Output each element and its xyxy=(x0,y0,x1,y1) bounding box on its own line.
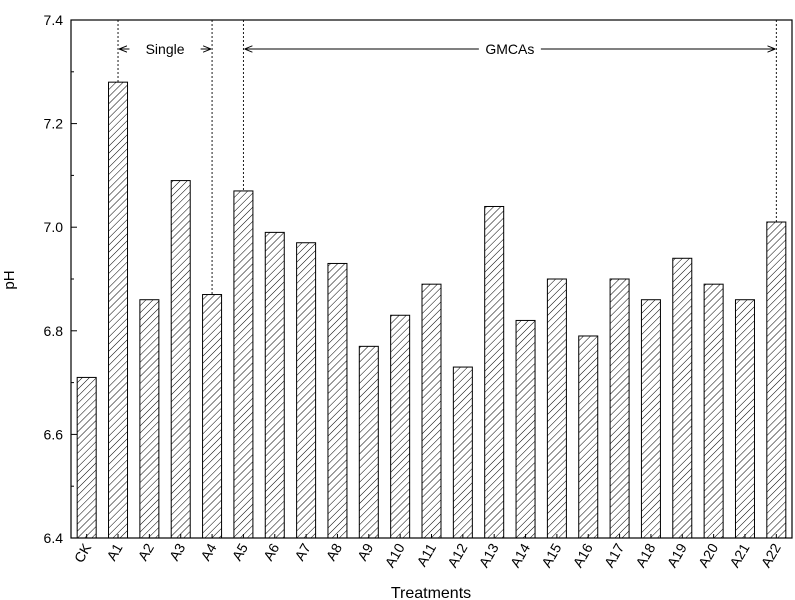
bar-a5 xyxy=(233,190,254,539)
x-tick-label: A12 xyxy=(444,540,470,570)
x-tick-label: A11 xyxy=(413,540,439,569)
bar-a18 xyxy=(640,299,661,539)
bar-a2 xyxy=(139,299,160,539)
bar-a11 xyxy=(421,283,442,539)
y-tick-label: 7.0 xyxy=(44,219,64,235)
x-tick-label: A1 xyxy=(103,540,126,563)
x-tick-label: A15 xyxy=(538,540,564,570)
x-tick-label: A7 xyxy=(291,540,314,563)
y-tick-label: 6.6 xyxy=(44,426,64,442)
y-tick-label: 6.4 xyxy=(44,530,64,546)
x-tick-label: A3 xyxy=(166,540,189,563)
bar-ck xyxy=(76,376,97,539)
bar-a3 xyxy=(170,180,191,539)
bar-a20 xyxy=(703,283,724,539)
x-tick-label: A16 xyxy=(570,540,596,570)
bar-a1 xyxy=(108,81,129,539)
bar-a9 xyxy=(358,345,379,539)
y-tick-label: 7.4 xyxy=(44,12,64,28)
annotation-label: GMCAs xyxy=(485,41,534,57)
x-tick-label: A18 xyxy=(632,540,658,570)
bar-a14 xyxy=(515,319,536,539)
bar-a19 xyxy=(672,257,693,539)
bar-a21 xyxy=(734,299,755,539)
x-tick-label: A5 xyxy=(229,540,252,563)
x-tick-label: A22 xyxy=(758,540,784,570)
x-tick-label: A21 xyxy=(726,540,752,570)
x-tick-label: A19 xyxy=(664,540,690,570)
x-tick-label: A13 xyxy=(475,540,501,570)
bar-a8 xyxy=(327,262,348,539)
x-tick-label: A2 xyxy=(135,540,158,563)
x-tick-label: A8 xyxy=(323,540,346,563)
bar-a15 xyxy=(546,278,567,539)
bar-a10 xyxy=(390,314,411,539)
bar-a13 xyxy=(484,205,505,539)
x-axis-label: Treatments xyxy=(391,585,471,600)
x-tick-label: A17 xyxy=(601,540,627,570)
bar-a17 xyxy=(609,278,630,539)
x-tick-label: A20 xyxy=(695,540,721,570)
x-tick-label: A9 xyxy=(354,540,377,563)
x-tick-label: A10 xyxy=(381,540,407,570)
x-tick-label: A4 xyxy=(197,540,220,563)
bar-a12 xyxy=(452,366,473,539)
bar-a4 xyxy=(202,294,223,539)
annotation-layer: Single GMCAs xyxy=(117,20,777,295)
bar-series xyxy=(76,81,787,539)
x-tick-label: CK xyxy=(71,540,95,565)
annotation-label: Single xyxy=(146,41,185,57)
y-tick-label: 7.2 xyxy=(44,116,64,132)
x-tick-label: A14 xyxy=(507,540,533,570)
bar-a16 xyxy=(578,335,599,539)
y-tick-label: 6.8 xyxy=(44,323,64,339)
bar-a22 xyxy=(766,221,787,539)
bar-a6 xyxy=(264,231,285,539)
y-axis-label: pH xyxy=(1,270,18,289)
bar-a7 xyxy=(296,242,317,539)
x-tick-label: A6 xyxy=(260,540,283,563)
